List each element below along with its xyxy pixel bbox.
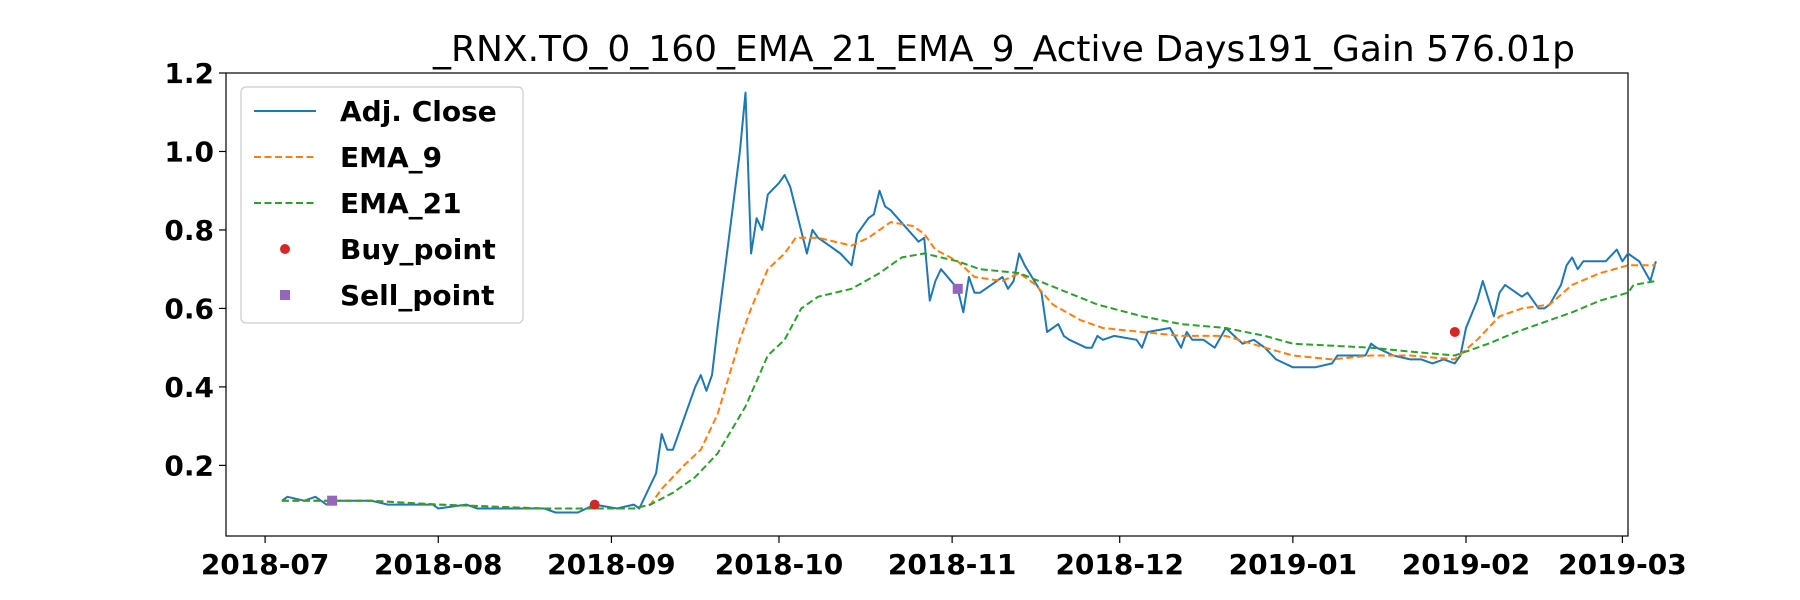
chart-title: _RNX.TO_0_160_EMA_21_EMA_9_Active Days19…	[432, 29, 1575, 70]
y-tick-label: 1.0	[164, 135, 214, 168]
x-tick-label: 2018-07	[201, 548, 330, 581]
series-line-adj-close	[281, 91, 1657, 514]
x-tick-label: 2018-12	[1055, 548, 1184, 581]
plot-frame	[225, 72, 1629, 537]
y-tick-label: 0.6	[164, 292, 214, 325]
legend-swatch-buy-point	[280, 244, 290, 254]
legend-label-ema-21: EMA_21	[340, 187, 462, 220]
legend-label-ema-9: EMA_9	[340, 141, 442, 174]
y-tick-label: 0.2	[164, 449, 214, 482]
plot-area	[225, 72, 1657, 537]
x-tick-label: 2019-02	[1402, 548, 1531, 581]
series-line-ema-9	[281, 221, 1656, 510]
legend-box	[240, 86, 524, 324]
legend-swatch-sell-point	[280, 290, 290, 300]
legend-label-buy-point: Buy_point	[340, 233, 496, 266]
sell-point-marker-2	[952, 283, 963, 294]
x-axis: 2018-07 2018-08 2018-09 2018-10 2018-11 2018-…	[201, 536, 1687, 581]
y-tick-label: 0.4	[164, 371, 214, 404]
x-tick-label: 2019-01	[1229, 548, 1358, 581]
legend-label-sell-point: Sell_point	[340, 279, 495, 312]
x-tick-label: 2018-09	[547, 548, 676, 581]
y-axis: 0.2 0.4 0.6 0.8 1.0 1.2	[164, 57, 226, 482]
series-layer	[281, 91, 1657, 514]
legend: Adj. Close EMA_9 EMA_21 Buy_point Sell_point	[240, 86, 524, 324]
x-tick-label: 2018-10	[715, 548, 844, 581]
x-tick-label: 2019-03	[1558, 548, 1687, 581]
series-line-ema-21	[281, 252, 1657, 510]
x-tick-label: 2018-11	[888, 548, 1017, 581]
y-tick-label: 1.2	[164, 57, 214, 90]
sell-point-marker-1	[327, 495, 338, 506]
buy-point-marker-2	[1449, 326, 1460, 337]
y-tick-label: 0.8	[164, 214, 214, 247]
legend-label-adj-close: Adj. Close	[340, 95, 497, 128]
marker-layer	[327, 283, 1460, 510]
x-tick-label: 2018-08	[374, 548, 503, 581]
buy-point-marker-1	[589, 499, 600, 510]
